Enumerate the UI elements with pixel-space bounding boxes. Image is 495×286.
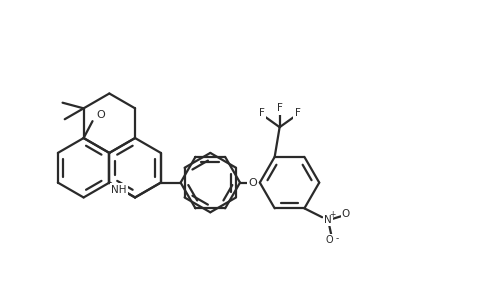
Text: O: O	[248, 178, 257, 188]
Text: O: O	[96, 110, 105, 120]
Text: F: F	[295, 108, 300, 118]
Text: O: O	[342, 209, 350, 219]
Text: F: F	[259, 108, 265, 118]
Text: O: O	[325, 235, 333, 245]
Text: NH: NH	[111, 184, 127, 194]
Text: -: -	[336, 235, 339, 244]
Text: +: +	[329, 210, 335, 219]
Text: F: F	[277, 103, 283, 113]
Text: N: N	[324, 215, 332, 225]
